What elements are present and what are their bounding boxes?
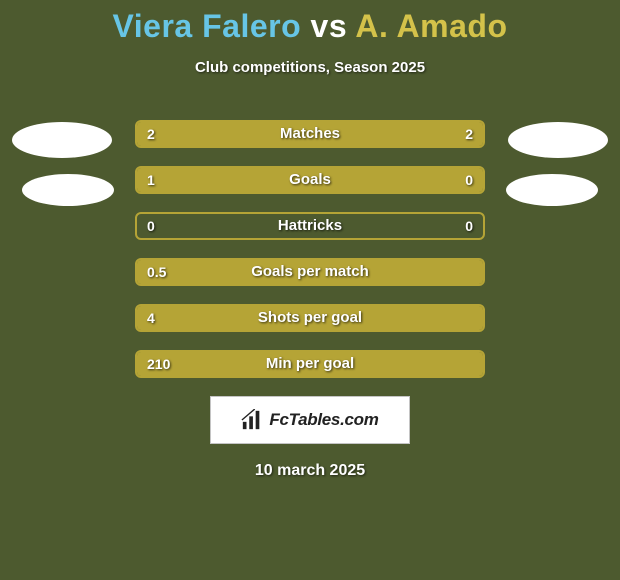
player2-avatar-shadow (506, 174, 598, 206)
stat-value-right: 0 (465, 214, 473, 238)
vs-text: vs (311, 8, 348, 44)
comparison-chart: 2Matches21Goals00Hattricks00.5Goals per … (0, 120, 620, 378)
player1-name: Viera Falero (113, 8, 302, 44)
player2-name: A. Amado (355, 8, 507, 44)
stat-label: Goals (137, 168, 483, 192)
stat-row: 210Min per goal (135, 350, 485, 378)
stat-row: 0Hattricks0 (135, 212, 485, 240)
logo-text: FcTables.com (269, 410, 378, 430)
stat-label: Goals per match (137, 260, 483, 284)
bar-chart-icon (241, 409, 263, 431)
subtitle: Club competitions, Season 2025 (0, 59, 620, 76)
stat-row: 2Matches2 (135, 120, 485, 148)
player1-avatar (12, 122, 112, 158)
stat-row: 4Shots per goal (135, 304, 485, 332)
stat-row: 0.5Goals per match (135, 258, 485, 286)
stat-label: Shots per goal (137, 306, 483, 330)
stat-label: Matches (137, 122, 483, 146)
page-title: Viera Falero vs A. Amado (0, 0, 620, 45)
player1-avatar-shadow (22, 174, 114, 206)
comparison-rows: 2Matches21Goals00Hattricks00.5Goals per … (135, 120, 485, 378)
stat-label: Hattricks (137, 214, 483, 238)
stat-label: Min per goal (137, 352, 483, 376)
stat-row: 1Goals0 (135, 166, 485, 194)
stat-value-right: 0 (465, 168, 473, 192)
logo-box: FcTables.com (210, 396, 410, 444)
date-text: 10 march 2025 (0, 462, 620, 480)
stat-value-right: 2 (465, 122, 473, 146)
player2-avatar (508, 122, 608, 158)
